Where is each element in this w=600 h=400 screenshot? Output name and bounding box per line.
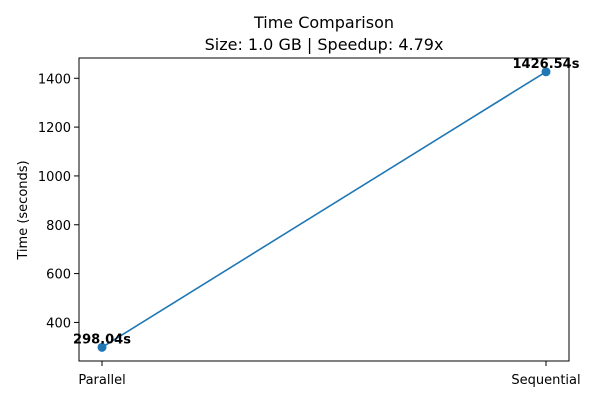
x-tick-label: Parallel xyxy=(78,373,125,388)
data-point xyxy=(97,342,107,352)
series-layer xyxy=(97,67,551,352)
y-tick-label: 1000 xyxy=(38,170,71,185)
y-axis-ticks: 400 600 800 1000 1200 1400 xyxy=(38,72,79,331)
data-label: 1426.54s xyxy=(513,57,580,72)
y-tick-label: 400 xyxy=(46,316,71,331)
x-tick-label: Sequential xyxy=(511,373,580,388)
data-labels-layer: 298.04s 1426.54s xyxy=(73,57,580,348)
y-axis-label: Time (seconds) xyxy=(16,160,31,260)
y-tick-label: 800 xyxy=(46,219,71,234)
plot-frame xyxy=(78,57,570,362)
x-axis-ticks: Parallel Sequential xyxy=(78,361,581,388)
y-tick-label: 600 xyxy=(46,268,71,283)
series-line xyxy=(101,71,547,348)
chart-subtitle: Size: 1.0 GB | Speedup: 4.79x xyxy=(205,35,444,54)
chart-title: Time Comparison xyxy=(253,13,394,32)
y-tick-label: 1200 xyxy=(38,121,71,136)
data-point xyxy=(541,67,551,77)
data-label: 298.04s xyxy=(73,332,131,347)
y-tick-label: 1400 xyxy=(38,72,71,87)
